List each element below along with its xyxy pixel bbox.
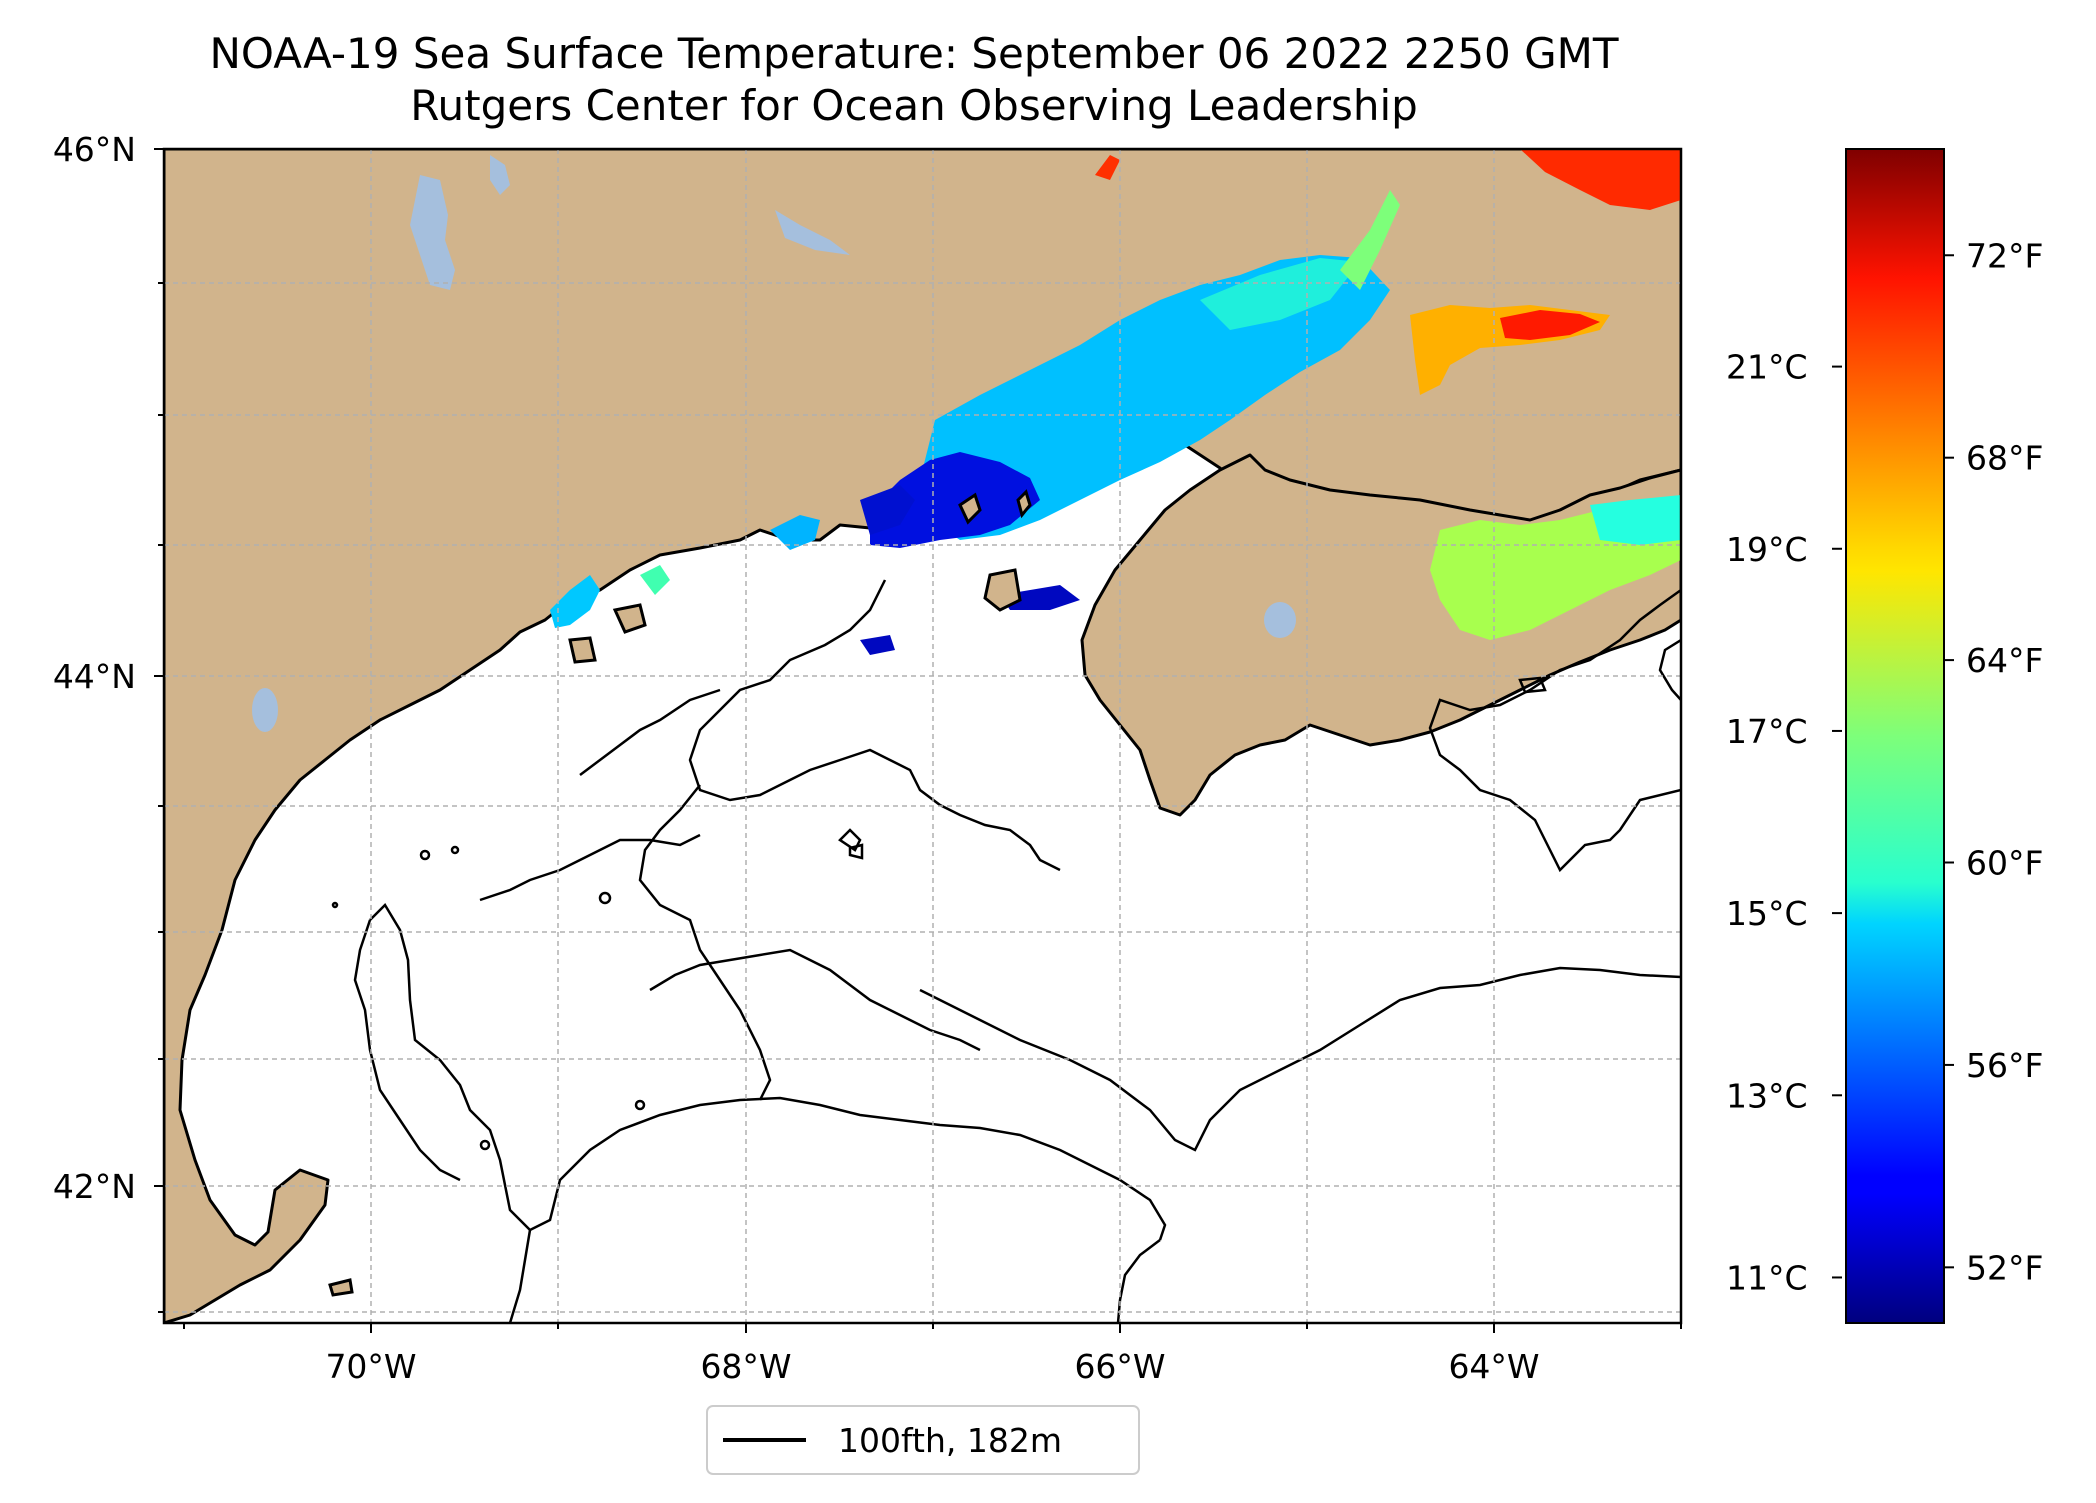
sst-passamaquoddy [860, 485, 915, 535]
colorbar-celsius-axis: 21°C 19°C 17°C 15°C 13°C 11°C [1726, 348, 1842, 1297]
legend-label: 100fth, 182m [838, 1421, 1062, 1460]
island-campobello [983, 568, 1022, 612]
lake-rossignol [1264, 602, 1296, 638]
lon-labels: 70°W 68°W 66°W 64°W [325, 1347, 1539, 1386]
lon-label-64: 64°W [1448, 1347, 1539, 1386]
sst-fundy-dark [870, 452, 1040, 548]
map-panel [164, 149, 1681, 1323]
colorbar-c-label: 15°C [1726, 894, 1808, 933]
lat-label-44: 44°N [53, 657, 136, 696]
colorbar-gradient [1845, 148, 1945, 1324]
legend: 100fth, 182m [706, 1405, 1140, 1475]
lon-label-70: 70°W [325, 1347, 416, 1386]
legend-box [706, 1405, 1140, 1475]
island-grand-manan [958, 492, 982, 525]
sst-data [550, 149, 1681, 655]
lat-labels: 46°N 44°N 42°N [53, 130, 136, 1206]
colorbar-c-label: 17°C [1726, 712, 1808, 751]
lake-sebago [252, 688, 278, 732]
islands [328, 489, 1032, 1297]
map-title-line1: NOAA-19 Sea Surface Temperature: Septemb… [209, 29, 1618, 78]
colorbar-c-label: 11°C [1726, 1258, 1808, 1297]
lakes [252, 155, 1296, 732]
island-vinalhaven [568, 636, 597, 664]
island-mount-desert [612, 603, 647, 634]
sst-fundy-cyan [1200, 258, 1360, 330]
colorbar-fahrenheit-axis: 72°F 68°F 64°F 60°F 56°F 52°F [1944, 236, 2043, 1287]
lon-label-66: 66°W [1074, 1347, 1165, 1386]
isobath-100fth [331, 579, 1681, 1323]
colorbar-f-label: 56°F [1966, 1046, 2043, 1085]
lat-label-46: 46°N [53, 130, 136, 169]
sst-gulf-fragment-2 [1000, 585, 1080, 610]
gridlines [164, 149, 1681, 1323]
map-frame [162, 147, 1683, 1325]
island-deer [1016, 489, 1032, 519]
lon-label-68: 68°W [700, 1347, 791, 1386]
colorbar-c-label: 13°C [1726, 1076, 1808, 1115]
sst-top-small [1095, 155, 1120, 180]
lake-moosehead [410, 175, 455, 290]
sst-top-red [1520, 149, 1681, 210]
colorbar-f-label: 72°F [1966, 236, 2043, 275]
sst-ns-cyan [1590, 495, 1681, 545]
axis-ticks [154, 148, 1682, 1333]
colorbar-f-label: 64°F [1966, 641, 2043, 680]
sst-gulf-fragment-1 [860, 635, 895, 655]
sst-maine-coast-2 [640, 565, 670, 595]
colorbar-c-label: 19°C [1726, 530, 1808, 569]
sst-minas-red [1500, 310, 1600, 340]
colorbar-c-label: 21°C [1726, 348, 1808, 387]
island-nantucket [328, 1278, 354, 1297]
sst-bay-of-fundy-upper [920, 255, 1390, 540]
colorbar: 21°C 19°C 17°C 15°C 13°C 11°C 72°F 68°F 64°F 60°… [1726, 148, 2043, 1324]
sst-fundy-green [1340, 190, 1400, 290]
lake-north [490, 155, 510, 195]
map-title-line2: Rutgers Center for Ocean Observing Leade… [410, 81, 1418, 130]
lat-label-42: 42°N [53, 1167, 136, 1206]
colorbar-f-label: 60°F [1966, 844, 2043, 883]
sst-maine-coast-3 [770, 515, 820, 550]
lake-grand [775, 210, 850, 255]
sst-maine-coast [550, 575, 600, 628]
colorbar-f-label: 68°F [1966, 439, 2043, 478]
colorbar-f-label: 52°F [1966, 1248, 2043, 1287]
